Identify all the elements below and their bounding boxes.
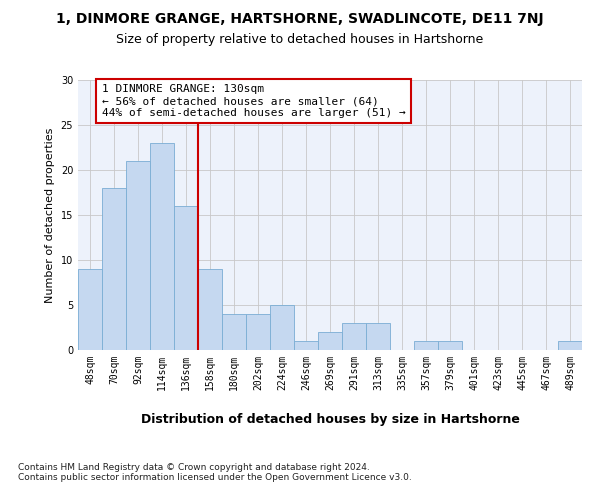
Bar	[318, 332, 342, 350]
Bar	[342, 323, 366, 350]
Text: Distribution of detached houses by size in Hartshorne: Distribution of detached houses by size …	[140, 412, 520, 426]
Text: Size of property relative to detached houses in Hartshorne: Size of property relative to detached ho…	[116, 32, 484, 46]
Bar	[102, 188, 126, 350]
Bar	[366, 323, 390, 350]
Y-axis label: Number of detached properties: Number of detached properties	[45, 128, 55, 302]
Bar	[558, 341, 582, 350]
Bar	[294, 341, 318, 350]
Bar	[222, 314, 246, 350]
Text: 1 DINMORE GRANGE: 130sqm
← 56% of detached houses are smaller (64)
44% of semi-d: 1 DINMORE GRANGE: 130sqm ← 56% of detach…	[102, 84, 406, 117]
Bar	[246, 314, 270, 350]
Bar	[126, 161, 150, 350]
Text: Contains HM Land Registry data © Crown copyright and database right 2024.
Contai: Contains HM Land Registry data © Crown c…	[18, 462, 412, 482]
Bar	[174, 206, 198, 350]
Bar	[78, 269, 102, 350]
Bar	[150, 143, 174, 350]
Bar	[438, 341, 462, 350]
Text: 1, DINMORE GRANGE, HARTSHORNE, SWADLINCOTE, DE11 7NJ: 1, DINMORE GRANGE, HARTSHORNE, SWADLINCO…	[56, 12, 544, 26]
Bar	[198, 269, 222, 350]
Bar	[270, 305, 294, 350]
Bar	[414, 341, 438, 350]
